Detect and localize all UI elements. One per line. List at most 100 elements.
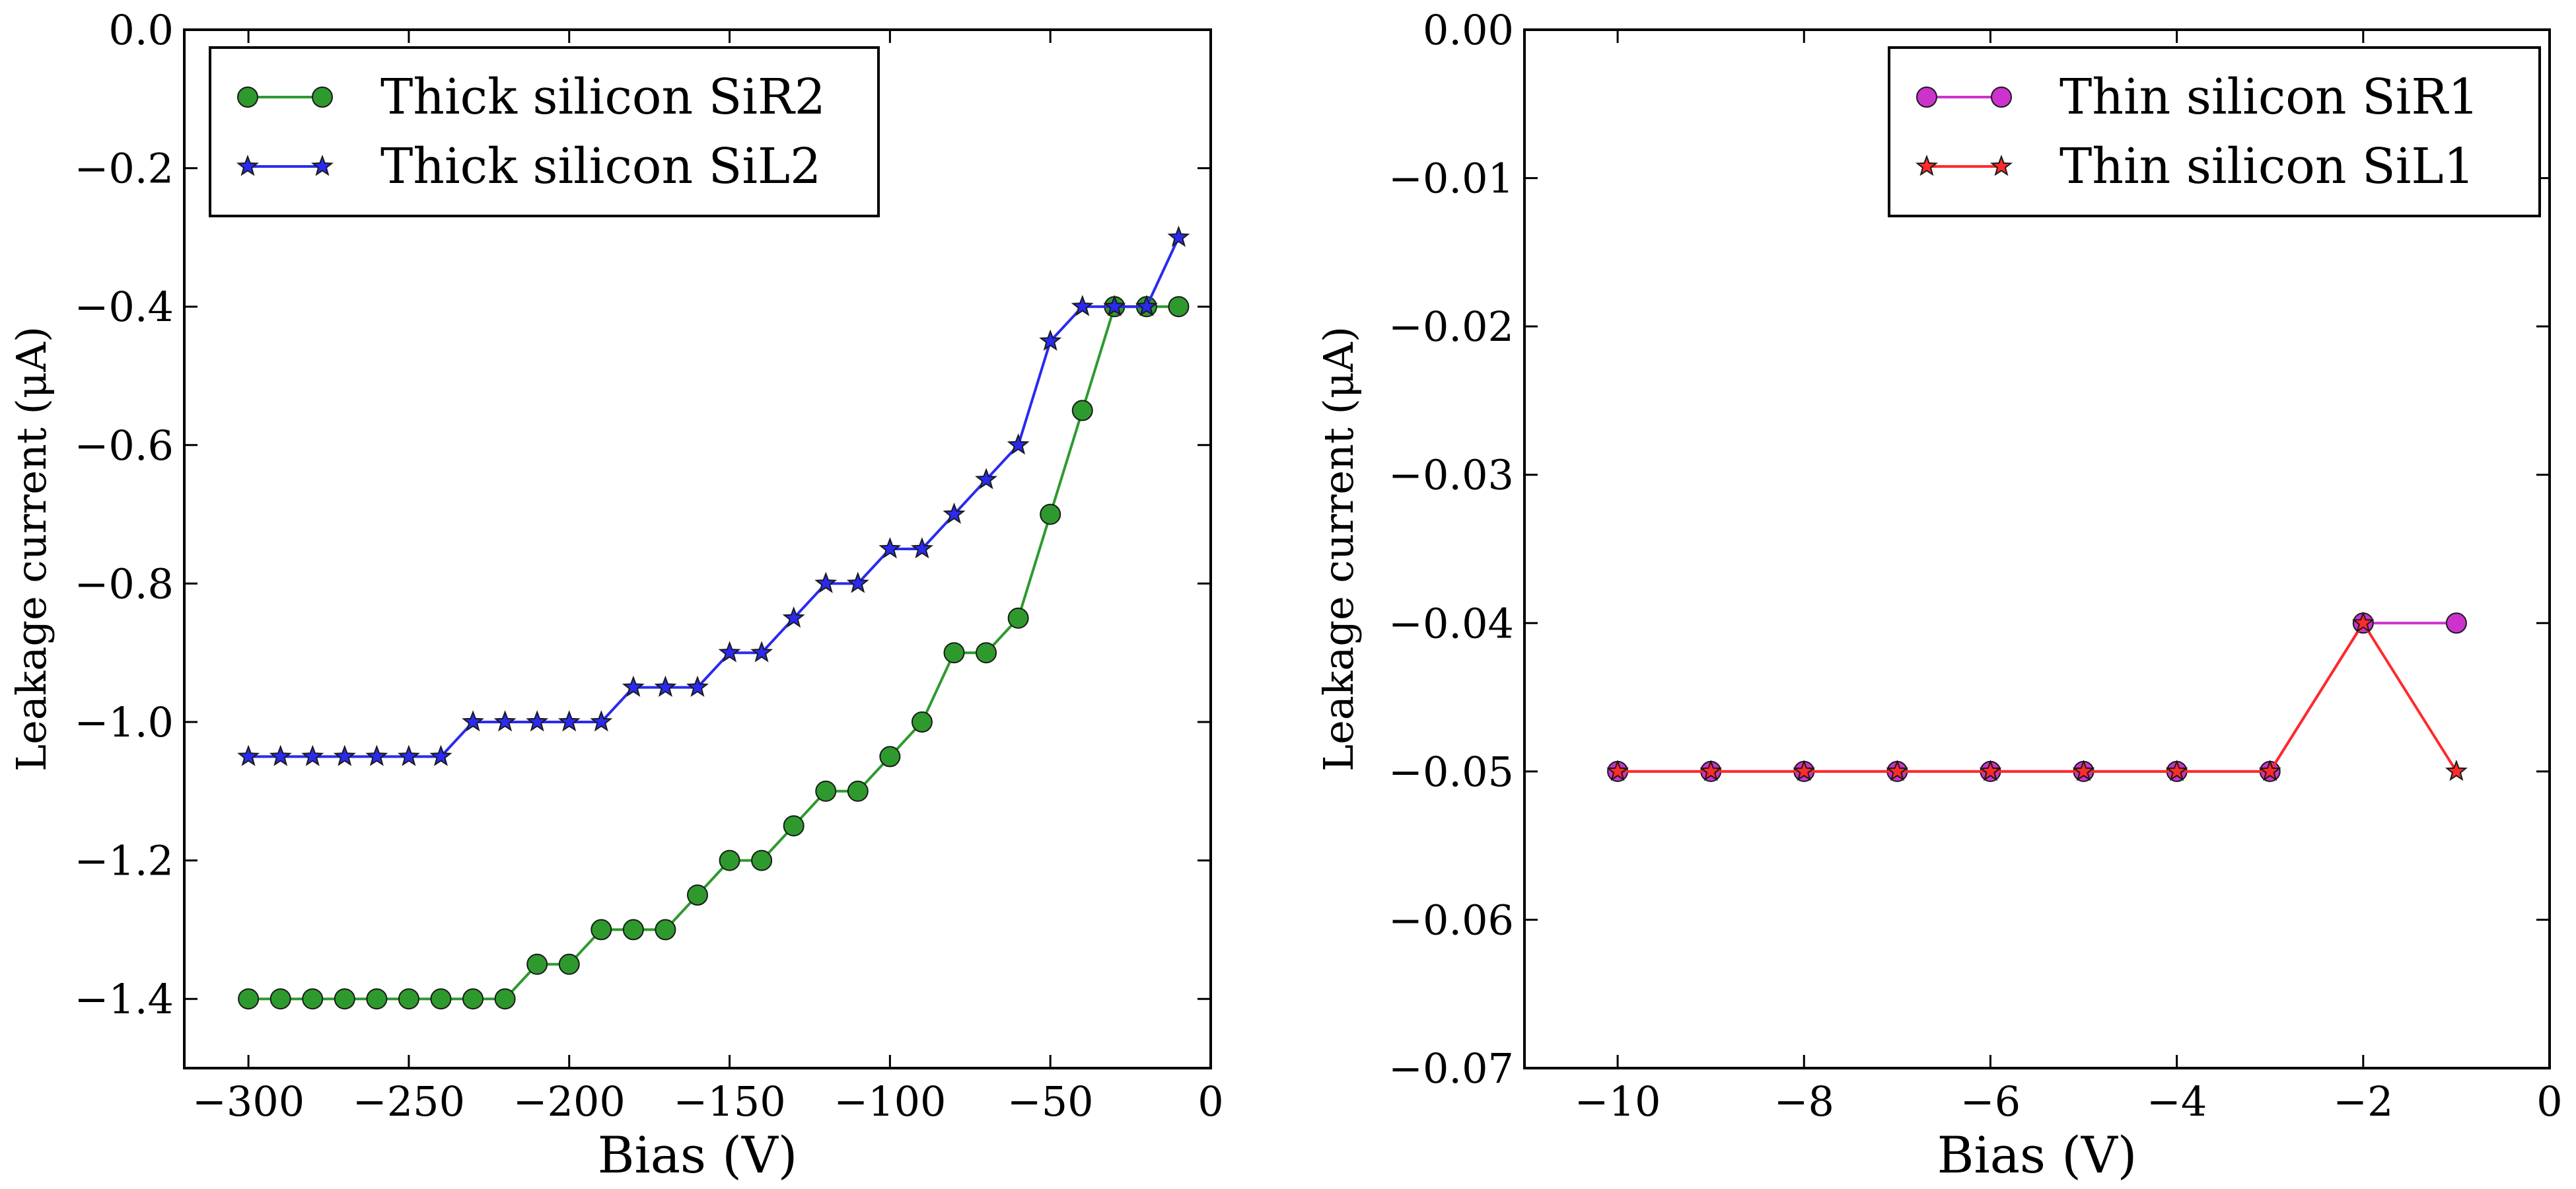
legend-marker bbox=[310, 155, 334, 176]
data-point bbox=[1103, 295, 1126, 316]
data-point bbox=[718, 641, 741, 663]
data-point bbox=[846, 571, 869, 593]
data-point bbox=[365, 744, 388, 766]
data-point bbox=[654, 675, 677, 697]
y-tick-label: −0.04 bbox=[1388, 599, 1514, 647]
y-axis-label: Leakage current (μA) bbox=[1314, 326, 1363, 772]
legend-item: Thin silicon SiR1 bbox=[1916, 69, 2479, 126]
y-tick-label: 0.00 bbox=[1423, 6, 1514, 54]
legend: Thin silicon SiR1 Thin silicon SiL1 bbox=[1888, 46, 2541, 217]
data-point bbox=[397, 744, 420, 766]
axes-frame bbox=[1523, 28, 2551, 1069]
data-point bbox=[622, 675, 645, 697]
data-point bbox=[462, 988, 484, 1010]
x-tick-label: −200 bbox=[513, 1077, 626, 1126]
data-point bbox=[976, 642, 997, 664]
y-axis-label: Leakage current (μA) bbox=[7, 326, 55, 772]
data-point bbox=[1886, 760, 1909, 781]
y-tick-label: −0.6 bbox=[74, 421, 174, 470]
data-point bbox=[686, 675, 709, 697]
data-point bbox=[975, 468, 998, 489]
series-line bbox=[248, 305, 1179, 1001]
data-point bbox=[1793, 760, 1816, 781]
data-point bbox=[782, 606, 805, 628]
series-line bbox=[248, 236, 1180, 758]
data-point bbox=[2258, 760, 2281, 781]
series-0 bbox=[1607, 612, 2467, 782]
data-point bbox=[333, 744, 356, 766]
data-point bbox=[238, 988, 260, 1010]
data-point bbox=[879, 746, 901, 768]
chart-thin-silicon: −10 −8 −6 −4 −2 0 −0.07 −0.06 −0.05 −0.04 −0.03 −0.… bbox=[1314, 6, 2563, 1184]
legend-box bbox=[1888, 46, 2541, 217]
legend-marker bbox=[1991, 87, 2012, 108]
legend-label: Thin silicon SiL1 bbox=[2059, 138, 2475, 195]
data-point bbox=[237, 744, 260, 766]
data-point bbox=[2165, 760, 2188, 781]
data-point bbox=[590, 919, 612, 941]
data-point bbox=[301, 744, 324, 766]
data-point bbox=[814, 571, 838, 593]
y-tick-label: −0.03 bbox=[1388, 451, 1514, 499]
x-tick-label: −300 bbox=[192, 1077, 304, 1126]
data-point bbox=[430, 988, 452, 1010]
data-point bbox=[1007, 433, 1030, 455]
data-point bbox=[878, 537, 902, 559]
y-tick-label: −0.01 bbox=[1388, 155, 1514, 203]
legend-item: Thick silicon SiR2 bbox=[237, 69, 826, 126]
y-tick-label: −0.07 bbox=[1388, 1044, 1514, 1093]
data-point bbox=[462, 710, 485, 732]
data-point bbox=[2072, 760, 2095, 781]
x-axis-label: Bias (V) bbox=[1937, 1126, 2137, 1184]
data-point bbox=[751, 849, 773, 871]
data-point bbox=[1040, 503, 1061, 525]
series-1 bbox=[1606, 611, 2468, 781]
legend-box bbox=[209, 46, 880, 217]
data-point bbox=[1168, 296, 1190, 318]
legend: Thick silicon SiR2 Thick silicon SiL2 bbox=[209, 46, 880, 217]
legend-item: Thin silicon SiL1 bbox=[1915, 138, 2475, 195]
x-tick-label: −50 bbox=[1007, 1077, 1094, 1126]
data-point bbox=[1007, 607, 1029, 629]
data-point bbox=[1071, 400, 1093, 421]
data-point bbox=[622, 919, 644, 941]
series-0 bbox=[238, 296, 1190, 1010]
data-point bbox=[1039, 329, 1062, 351]
data-point bbox=[943, 642, 965, 664]
legend-marker bbox=[1989, 155, 2013, 176]
y-tick-label: −0.4 bbox=[74, 283, 174, 331]
data-point bbox=[847, 780, 869, 802]
x-tick-label: −2 bbox=[2333, 1077, 2393, 1126]
data-point bbox=[943, 502, 966, 524]
data-point bbox=[750, 641, 773, 663]
data-point bbox=[334, 988, 355, 1010]
series-1 bbox=[237, 225, 1190, 766]
x-tick-label: −150 bbox=[673, 1077, 785, 1126]
x-axis-label: Bias (V) bbox=[598, 1126, 798, 1184]
legend-marker bbox=[1916, 87, 1937, 108]
data-point bbox=[526, 710, 549, 732]
data-point bbox=[687, 884, 708, 906]
chart-thick-silicon: −300 −250 −200 −150 −100 −50 0 −1.4 −1.2 −1.0 −0.8… bbox=[7, 6, 1224, 1184]
y-tick-label: −0.05 bbox=[1388, 748, 1514, 796]
data-point bbox=[1699, 760, 1723, 781]
series-line bbox=[1618, 620, 2458, 773]
legend-marker bbox=[237, 87, 258, 108]
y-tick-label: −0.02 bbox=[1388, 303, 1514, 351]
legend-label: Thin silicon SiR1 bbox=[2059, 69, 2479, 126]
x-tick-label: −8 bbox=[1774, 1077, 1834, 1126]
x-tick-label: −4 bbox=[2147, 1077, 2207, 1126]
data-point bbox=[302, 988, 324, 1010]
legend-label: Thick silicon SiR2 bbox=[380, 69, 826, 126]
data-point bbox=[2445, 612, 2467, 634]
data-point bbox=[366, 988, 388, 1010]
data-point bbox=[558, 953, 580, 975]
data-point bbox=[398, 988, 419, 1010]
x-tick-label: −250 bbox=[353, 1077, 465, 1126]
legend-marker bbox=[236, 155, 260, 176]
y-tick-label: −1.4 bbox=[74, 975, 174, 1023]
x-tick-label: −100 bbox=[834, 1077, 946, 1126]
y-tick-label: 0.0 bbox=[108, 6, 174, 54]
data-point bbox=[526, 953, 548, 975]
